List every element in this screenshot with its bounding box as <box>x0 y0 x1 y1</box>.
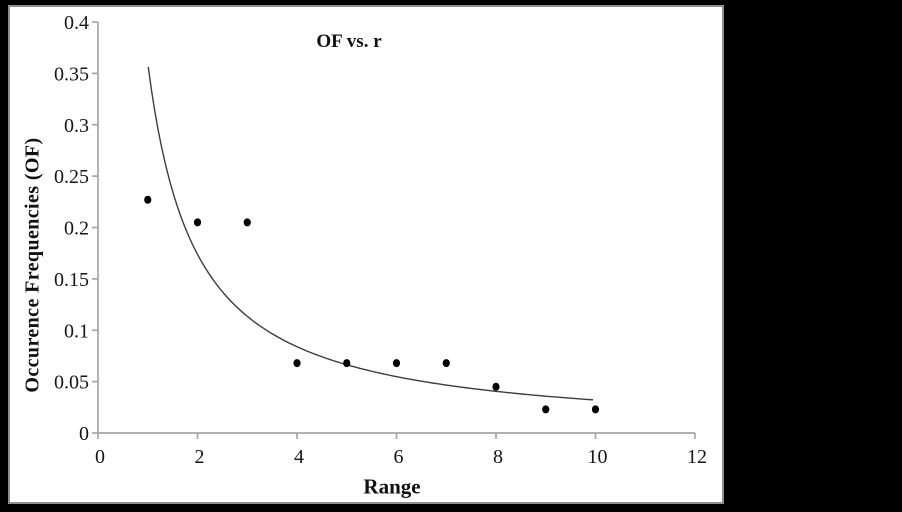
x-tick-label: 12 <box>687 446 707 468</box>
x-tick-label: 6 <box>394 446 404 468</box>
data-point <box>542 405 550 414</box>
data-point <box>243 218 251 227</box>
x-tick-label: 2 <box>195 446 205 468</box>
scatter-plot: 0 0.05 0.1 0.15 0.2 0.25 0.3 0.35 0.4 0 2 4 6 8 10 12 <box>54 12 707 468</box>
y-tick-label: 0.25 <box>54 166 89 188</box>
y-tick-label: 0 <box>79 423 89 445</box>
data-point <box>343 359 351 368</box>
x-tick-label: 4 <box>294 446 304 468</box>
y-tick-label: 0.3 <box>64 115 89 137</box>
chart-title: OF vs. r <box>316 31 382 52</box>
data-point <box>591 405 600 414</box>
x-tick-label: 8 <box>493 446 503 468</box>
x-tick-label: 10 <box>588 446 608 468</box>
y-axis-label: Occurence Frequencies (OF) <box>21 137 44 393</box>
data-point <box>392 359 401 368</box>
x-axis-label: Range <box>363 474 421 499</box>
y-tick-label: 0.15 <box>54 269 89 291</box>
y-tick-label: 0.1 <box>64 320 89 342</box>
chart-panel: 0 0.05 0.1 0.15 0.2 0.25 0.3 0.35 0.4 0 2 4 6 8 10 12 O… <box>8 5 724 504</box>
y-tick-label: 0.4 <box>64 12 89 34</box>
data-point <box>492 382 500 391</box>
data-point <box>442 359 450 368</box>
x-tick-label: 0 <box>95 446 105 468</box>
data-point <box>144 195 152 204</box>
trendline-curve <box>147 66 594 401</box>
y-tick-label: 0.35 <box>54 63 89 85</box>
y-tick-label: 0.2 <box>64 218 89 240</box>
data-point <box>293 359 301 368</box>
data-point <box>193 218 202 227</box>
y-tick-label: 0.05 <box>54 372 89 394</box>
